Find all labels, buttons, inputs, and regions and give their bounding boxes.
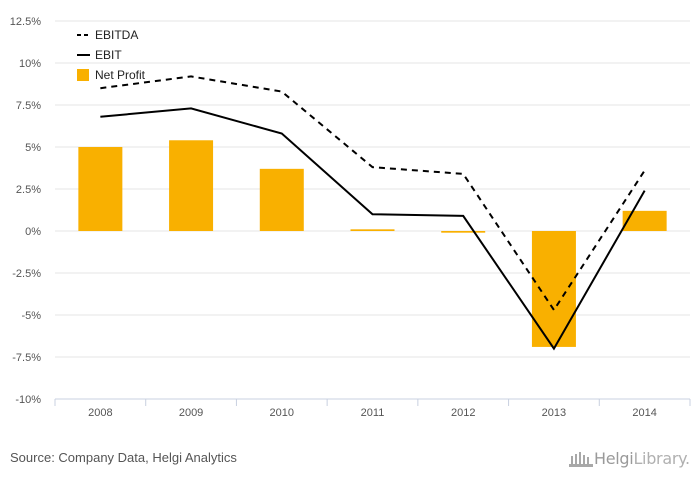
legend-label: EBIT xyxy=(95,48,122,62)
logo-text-bold: Helgi xyxy=(594,448,634,468)
legend-label: EBITDA xyxy=(95,28,138,42)
line-ebit xyxy=(100,107,646,351)
y-tick-label: 12.5% xyxy=(10,16,41,28)
y-axis: 12.5% 10% 7.5% 5% 2.5% 0% -2.5% -5% -7.5% -10% xyxy=(10,16,41,406)
helgi-library-logo: HelgiLibrary. xyxy=(568,447,690,469)
y-tick-label: -2.5% xyxy=(12,268,41,280)
bar-net-profit xyxy=(169,140,214,231)
x-axis: 2008 2009 2010 2011 2012 2013 2014 xyxy=(54,398,691,419)
y-tick-label: 7.5% xyxy=(16,100,41,112)
x-tick-label: 2014 xyxy=(632,407,656,419)
lines xyxy=(100,75,646,351)
y-tick-label: -7.5% xyxy=(12,352,41,364)
y-tick-label: -5% xyxy=(21,310,41,322)
legend-swatch-net-profit xyxy=(77,69,89,81)
bars xyxy=(78,140,667,347)
x-tick-label: 2011 xyxy=(361,407,385,419)
gridlines xyxy=(55,20,690,400)
x-tick-label: 2012 xyxy=(451,407,475,419)
bar-net-profit xyxy=(441,231,486,233)
source-note: Source: Company Data, Helgi Analytics xyxy=(10,450,237,465)
bar-net-profit xyxy=(531,231,576,347)
y-tick-label: 10% xyxy=(19,58,41,70)
y-tick-label: 5% xyxy=(25,142,41,154)
library-building-icon xyxy=(569,452,593,467)
bar-net-profit xyxy=(259,168,304,231)
x-tick-label: 2008 xyxy=(88,407,112,419)
legend-label: Net Profit xyxy=(95,68,146,82)
logo-text-light: Library. xyxy=(633,448,690,468)
x-tick-label: 2013 xyxy=(542,407,566,419)
x-tick-label: 2010 xyxy=(270,407,294,419)
y-tick-label: -10% xyxy=(15,394,41,406)
x-tick-label: 2009 xyxy=(179,407,203,419)
bar-net-profit xyxy=(350,229,395,231)
y-tick-label: 2.5% xyxy=(16,184,41,196)
bar-net-profit xyxy=(622,210,667,231)
bar-net-profit xyxy=(78,147,123,231)
y-tick-label: 0% xyxy=(25,226,41,238)
legend: EBITDA EBIT Net Profit xyxy=(77,28,146,82)
line-ebitda xyxy=(100,75,646,312)
